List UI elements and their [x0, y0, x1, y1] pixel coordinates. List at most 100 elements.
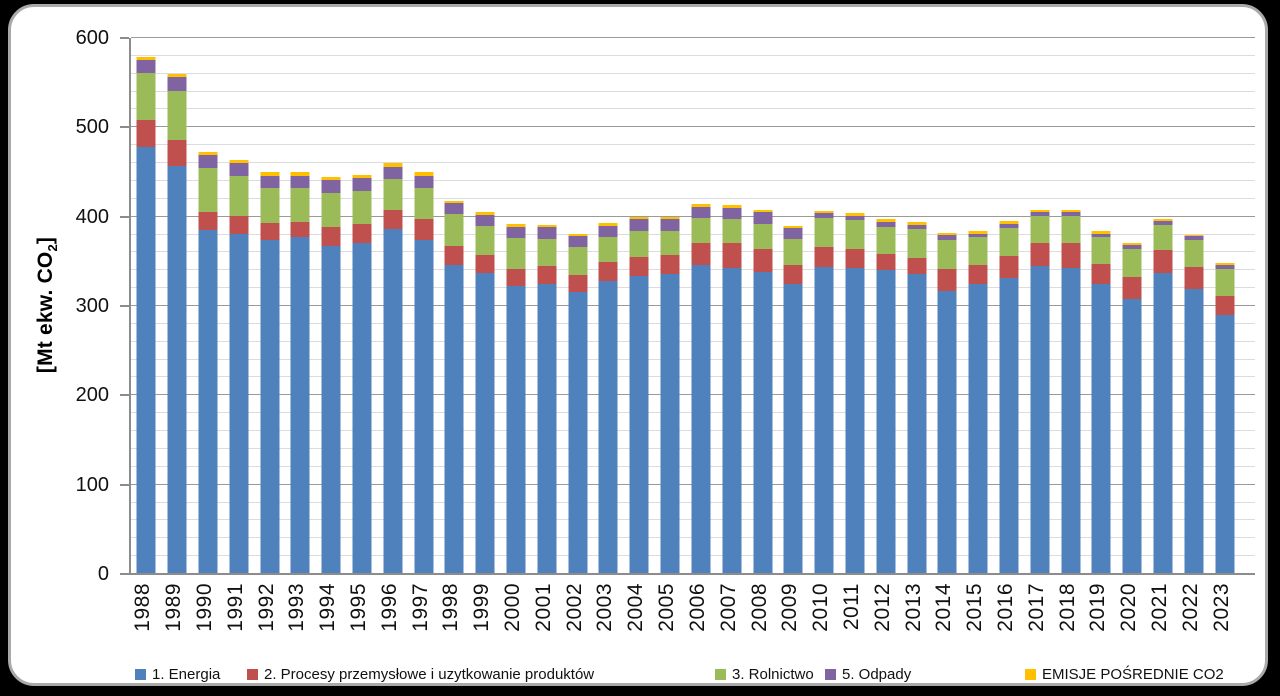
bar-segment-odpady-1992 [260, 175, 280, 189]
bar-segment-rolnictwo-1999 [475, 225, 495, 256]
bar-segment-posrednie-2001 [537, 224, 557, 228]
bar-segment-procesy-1997 [414, 219, 434, 240]
x-axis-tick-label-2012: 2012 [870, 583, 894, 632]
stacked-bar-2012 [876, 219, 896, 574]
bar-segment-odpady-2013 [907, 224, 927, 230]
x-axis-tick-label-1993: 1993 [285, 583, 309, 632]
x-axis-tick-label-2020: 2020 [1117, 583, 1141, 632]
chart-card: [Mt ekw. CO2] 0 100 200 300 400 500 600 1988 19… [8, 4, 1268, 686]
bar-segment-energia-1991 [229, 233, 249, 574]
bar-column-1990 [193, 38, 224, 574]
legend-label-posrednie: EMISJE POŚREDNIE CO2 [1042, 665, 1224, 683]
stacked-bar-2001 [537, 224, 557, 574]
bar-segment-procesy-1994 [321, 227, 341, 247]
bar-segment-odpady-2008 [753, 212, 772, 224]
bar-segment-posrednie-1998 [444, 200, 464, 204]
bar-segment-posrednie-2002 [568, 233, 588, 237]
bar-segment-rolnictwo-2012 [876, 226, 896, 255]
x-axis-tick-label-2022: 2022 [1178, 583, 1202, 632]
bar-segment-rolnictwo-2020 [1122, 248, 1142, 278]
stacked-bar-1988 [136, 56, 156, 574]
bar-segment-procesy-2003 [598, 262, 618, 281]
bar-column-2005 [655, 38, 686, 574]
y-axis-tick-label: 400 [75, 205, 109, 228]
minor-gridline [131, 144, 1255, 146]
minor-gridline [131, 54, 1255, 56]
stacked-bar-2019 [1091, 231, 1111, 574]
bar-segment-odpady-1994 [321, 180, 341, 193]
stacked-bar-2004 [629, 216, 649, 574]
bar-segment-rolnictwo-1992 [260, 188, 280, 223]
y-axis-tick [120, 573, 129, 575]
bar-segment-odpady-2018 [1061, 212, 1081, 216]
bar-segment-rolnictwo-2013 [907, 229, 927, 258]
bar-segment-rolnictwo-1998 [444, 214, 464, 247]
bar-column-2011 [840, 38, 871, 574]
stacked-bar-2014 [937, 232, 957, 574]
bar-column-2019 [1086, 38, 1117, 574]
x-axis-tick-label-1992: 1992 [254, 583, 278, 632]
bar-segment-procesy-2002 [568, 274, 588, 292]
bar-segment-energia-2003 [598, 281, 618, 574]
y-axis-tick-label: 600 [75, 27, 109, 49]
bar-segment-rolnictwo-2019 [1091, 237, 1111, 265]
bar-segment-odpady-2016 [999, 223, 1019, 229]
bar-segment-rolnictwo-1994 [321, 192, 341, 228]
bar-segment-odpady-2020 [1122, 245, 1142, 249]
bar-segment-posrednie-2020 [1122, 242, 1142, 246]
stacked-bar-2002 [568, 233, 588, 574]
bars-layer [131, 38, 1240, 574]
x-axis-tick-label-2006: 2006 [685, 583, 709, 632]
stacked-bar-2021 [1153, 218, 1173, 574]
bar-segment-energia-1993 [290, 237, 310, 574]
bar-segment-procesy-1989 [167, 139, 187, 166]
bar-segment-rolnictwo-1996 [383, 179, 403, 211]
bar-segment-odpady-2023 [1215, 264, 1235, 269]
bar-segment-rolnictwo-2004 [629, 230, 649, 257]
stacked-bar-2006 [691, 204, 711, 574]
legend-label-energia: 1. Energia [152, 665, 221, 683]
bar-segment-odpady-2006 [691, 206, 711, 219]
bar-segment-procesy-2011 [845, 248, 865, 268]
x-axis-tick-label-2011: 2011 [839, 583, 863, 631]
bar-column-1999 [470, 38, 501, 574]
bar-segment-posrednie-2009 [783, 225, 803, 229]
stacked-bar-1989 [167, 73, 187, 574]
y-axis-tick-label: 500 [75, 116, 109, 139]
bar-segment-posrednie-2022 [1184, 234, 1204, 237]
bar-segment-energia-2018 [1061, 267, 1081, 574]
stacked-bar-1993 [290, 172, 310, 574]
bar-segment-posrednie-2004 [629, 216, 649, 220]
bar-segment-energia-1997 [414, 239, 434, 574]
bar-segment-procesy-2014 [937, 268, 957, 291]
x-axis-tick-label-1995: 1995 [347, 583, 371, 632]
bar-segment-energia-2010 [814, 266, 834, 574]
bar-segment-posrednie-2006 [691, 204, 711, 207]
bar-segment-procesy-1991 [229, 215, 249, 234]
stacked-bar-2018 [1061, 209, 1081, 574]
bar-segment-procesy-2019 [1091, 264, 1111, 284]
bar-segment-procesy-2005 [660, 255, 680, 274]
bar-column-1997 [408, 38, 439, 574]
bar-segment-procesy-2022 [1184, 266, 1204, 290]
x-axis-tick-label-1997: 1997 [408, 583, 432, 632]
x-axis-tick-label-2023: 2023 [1209, 583, 1233, 632]
bar-segment-odpady-2017 [1030, 212, 1050, 216]
bar-segment-odpady-2011 [845, 215, 865, 221]
legend-swatch-procesy [247, 668, 258, 680]
minor-gridline [131, 108, 1255, 110]
y-axis-tick-label: 200 [75, 384, 109, 407]
bar-segment-rolnictwo-1988 [136, 72, 156, 121]
bar-column-2014 [932, 38, 963, 574]
bar-segment-rolnictwo-2000 [506, 238, 526, 269]
bar-segment-posrednie-2019 [1091, 231, 1111, 234]
legend-item-rolnictwo: 3. Rolnictwo [715, 662, 814, 686]
x-axis-tick-labels: 1988 1989 1990 1991 1992 1993 1994 1995 1996 1997… [129, 581, 1238, 643]
bar-segment-odpady-2001 [537, 227, 557, 240]
bar-segment-energia-1988 [136, 147, 156, 574]
bar-segment-procesy-2006 [691, 242, 711, 265]
bar-segment-procesy-2010 [814, 247, 834, 267]
bar-segment-odpady-1999 [475, 214, 495, 226]
bar-segment-posrednie-1990 [198, 151, 218, 156]
